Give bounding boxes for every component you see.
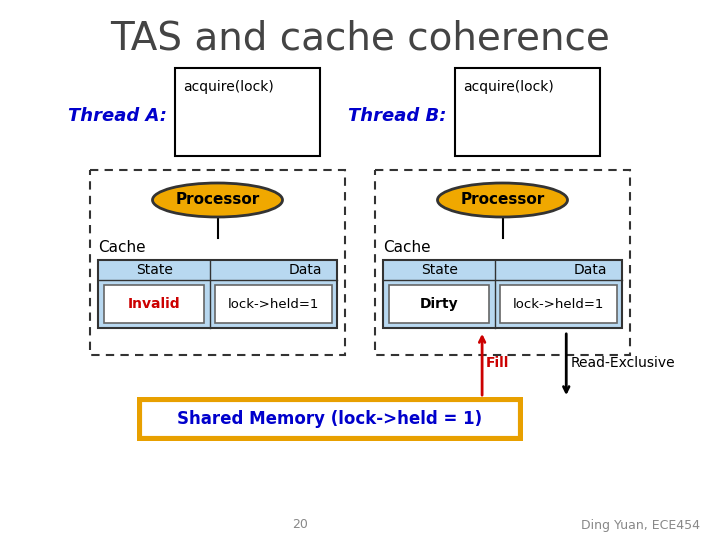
Bar: [175, 68, 320, 156]
Text: acquire(lock): acquire(lock): [463, 80, 554, 94]
Text: Thread A:: Thread A:: [68, 107, 167, 125]
Text: acquire(lock): acquire(lock): [183, 80, 274, 94]
Text: 20: 20: [292, 518, 308, 531]
Bar: [215, 285, 332, 323]
Text: Cache: Cache: [383, 240, 431, 255]
Bar: [455, 68, 600, 156]
Text: Cache: Cache: [98, 240, 145, 255]
Text: lock->held=1: lock->held=1: [513, 298, 604, 310]
Text: TAS and cache coherence: TAS and cache coherence: [110, 19, 610, 57]
Bar: [98, 260, 337, 328]
Text: Read-Exclusive: Read-Exclusive: [570, 356, 675, 370]
Bar: [137, 397, 523, 441]
Text: Fill: Fill: [486, 356, 510, 370]
Ellipse shape: [438, 183, 567, 217]
Bar: [500, 285, 617, 323]
Bar: [90, 170, 345, 355]
Bar: [104, 285, 204, 323]
Text: Processor: Processor: [460, 192, 544, 207]
Text: State: State: [136, 263, 173, 277]
Text: Invalid: Invalid: [128, 297, 181, 311]
Text: lock->held=1: lock->held=1: [228, 298, 320, 310]
Text: Processor: Processor: [176, 192, 260, 207]
Text: Data: Data: [289, 263, 323, 277]
Text: State: State: [420, 263, 458, 277]
Bar: [140, 400, 520, 438]
Ellipse shape: [153, 183, 282, 217]
Text: Shared Memory (lock->held = 1): Shared Memory (lock->held = 1): [177, 410, 482, 428]
Bar: [383, 260, 622, 328]
Text: Dirty: Dirty: [420, 297, 459, 311]
Text: Data: Data: [574, 263, 608, 277]
Bar: [389, 285, 490, 323]
Bar: [375, 170, 630, 355]
Text: Thread B:: Thread B:: [348, 107, 447, 125]
Text: Ding Yuan, ECE454: Ding Yuan, ECE454: [581, 518, 700, 531]
